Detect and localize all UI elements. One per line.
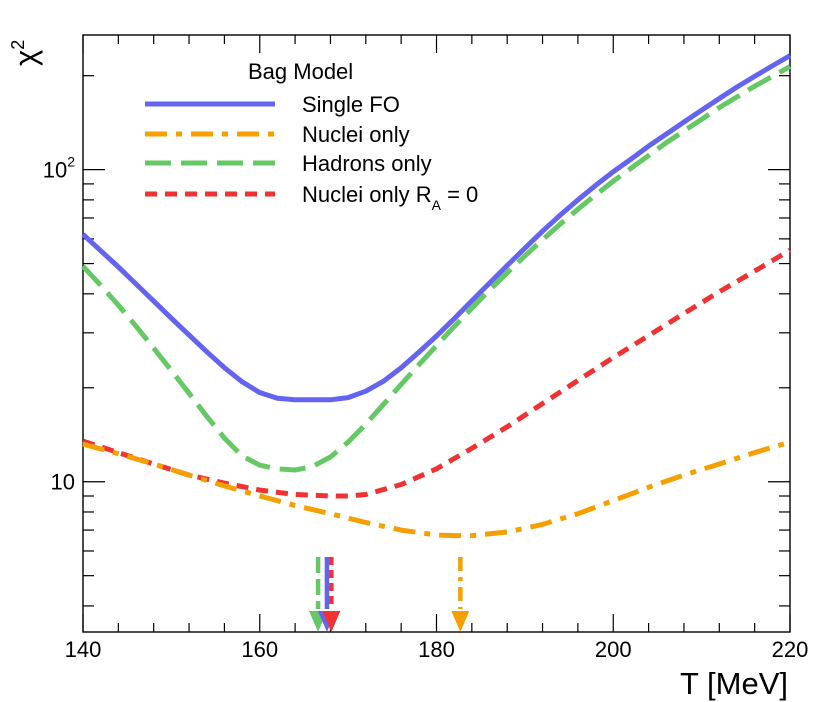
legend-label-text: Hadrons only	[302, 151, 432, 176]
series-line-nuclei-only	[82, 439, 791, 539]
legend-label: Hadrons only	[302, 151, 432, 176]
y-tick-label-base: 10	[43, 158, 67, 183]
y-axis-label: χ2	[8, 40, 43, 66]
legend-label-sub: A	[432, 197, 442, 213]
axis-labels-layer: T [MeV] χ2	[8, 40, 788, 701]
legend-label: Nuclei only RA = 0	[302, 182, 478, 213]
legend-label-text: Nuclei only	[302, 122, 410, 147]
y-tick-label: 102	[43, 154, 75, 183]
min-arrow-nuclei-only	[451, 557, 470, 632]
y-tick-label-sup: 2	[67, 154, 75, 170]
series-line-hadrons-only	[81, 64, 792, 473]
x-tick-label: 160	[241, 637, 278, 662]
minimum-markers-layer	[309, 557, 470, 632]
min-arrow-nuclei-only-r	[322, 557, 341, 632]
x-tick-label: 180	[418, 637, 455, 662]
legend: Bag Model Single FO Nuclei only Hadrons on…	[145, 59, 478, 213]
x-axis-label: T [MeV]	[680, 666, 788, 701]
y-axis-label-sup: 2	[8, 40, 28, 50]
x-tick-label: 140	[65, 637, 102, 662]
legend-title: Bag Model	[248, 59, 353, 84]
x-tick-label: 200	[595, 637, 632, 662]
y-tick-label: 10	[51, 470, 75, 495]
x-tick-label: 220	[772, 637, 809, 662]
series-layer	[81, 53, 792, 539]
series-line-nuclei-only-r	[82, 248, 792, 499]
legend-label-text: Single FO	[302, 92, 400, 117]
legend-label-text: Nuclei only R	[302, 182, 432, 207]
series-line-single-fo	[81, 53, 792, 403]
min-arrow-head	[451, 611, 470, 632]
legend-label: Single FO	[302, 92, 400, 117]
min-arrow-head	[322, 611, 341, 632]
y-axis-label-chi: χ	[8, 50, 43, 66]
legend-label-suffix: = 0	[441, 182, 478, 207]
legend-label: Nuclei only	[302, 122, 410, 147]
